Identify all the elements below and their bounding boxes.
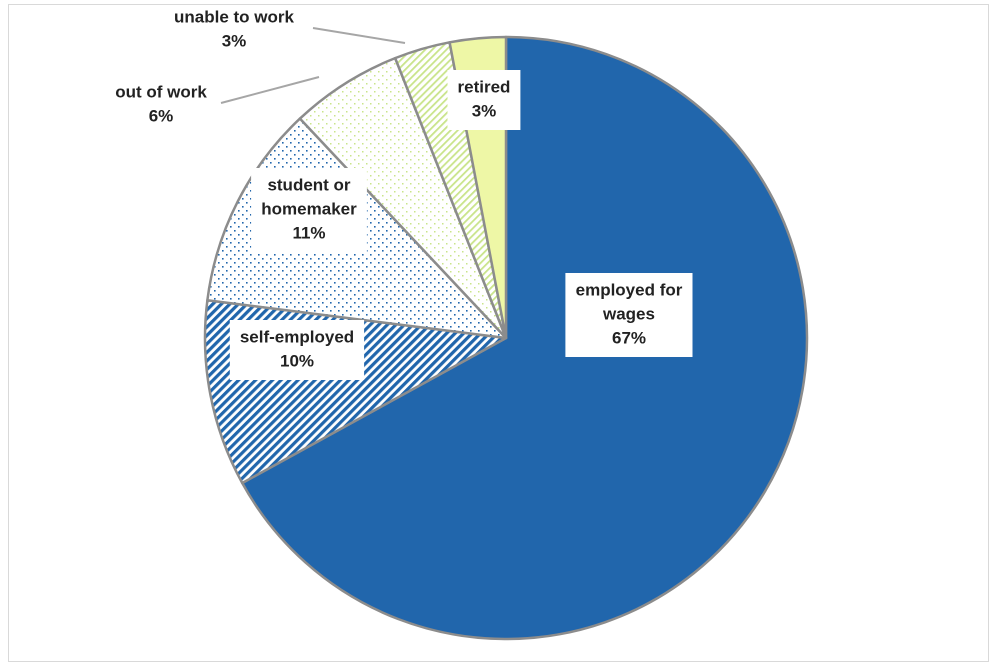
data-label-background xyxy=(251,168,367,252)
data-label-value: 10% xyxy=(280,351,314,370)
data-label-text: employed for xyxy=(576,280,683,299)
data-label-text: self-employed xyxy=(240,327,354,346)
data-label-value: 11% xyxy=(292,223,325,242)
data-label-value: 3% xyxy=(222,31,247,50)
data-label-unable-to-work: unable to work 3% xyxy=(174,7,295,50)
data-label-text: wages xyxy=(602,304,655,323)
pie-slice-employed-for-wages xyxy=(240,35,809,641)
leader-line-out-of-work xyxy=(220,76,320,104)
data-label-out-of-work: out of work 6% xyxy=(115,82,207,125)
data-label-value: 6% xyxy=(149,106,174,125)
chart-frame: employed for wages 67% self-employed 10% stud… xyxy=(8,4,989,662)
data-label-text: out of work xyxy=(115,82,207,101)
data-label-retired: retired 3% xyxy=(447,70,521,130)
leader-line-unable-to-work xyxy=(312,27,406,44)
data-label-background xyxy=(447,70,521,130)
data-label-self-employed: self-employed 10% xyxy=(229,320,365,380)
data-label-text: student or xyxy=(267,175,350,194)
data-label-value: 3% xyxy=(472,101,497,120)
data-label-value: 67% xyxy=(612,328,646,347)
data-label-text: retired xyxy=(458,77,511,96)
pie-chart: employed for wages 67% self-employed 10% stud… xyxy=(115,7,809,641)
data-label-background xyxy=(229,320,365,380)
data-label-text: unable to work xyxy=(174,7,295,26)
data-label-background xyxy=(565,273,693,357)
data-label-student-or-homemaker: student or homemaker 11% xyxy=(251,168,367,252)
data-label-employed-for-wages: employed for wages 67% xyxy=(565,273,693,357)
data-label-text: homemaker xyxy=(261,199,357,218)
